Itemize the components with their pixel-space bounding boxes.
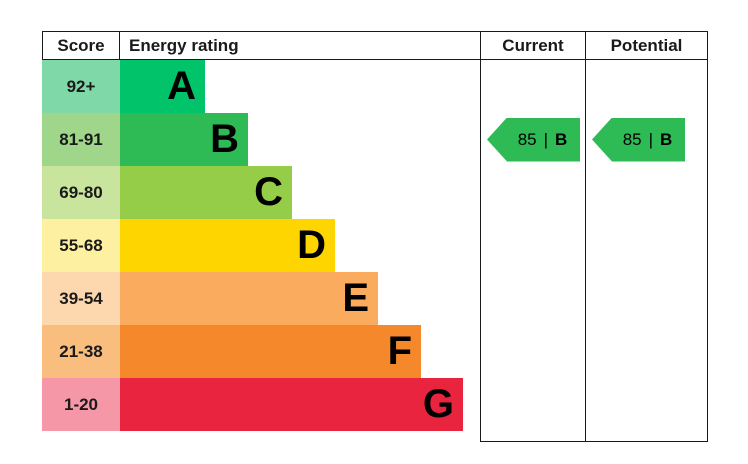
band-letter-e: E <box>342 276 369 320</box>
current-rating-arrow: 85 | B <box>487 117 580 162</box>
band-score-range: 1-20 <box>42 378 120 431</box>
potential-rating-band: B <box>660 129 673 149</box>
potential-rating-value: 85 <box>622 129 642 149</box>
band-row-d: 55-68 D <box>42 219 480 272</box>
current-rating-column: Current 85 | B <box>480 32 585 442</box>
band-bar-d: D <box>120 219 335 272</box>
band-letter-b: B <box>210 117 239 161</box>
energy-rating-column-header: Energy rating <box>129 36 239 55</box>
band-letter-d: D <box>297 223 326 267</box>
band-score-range: 55-68 <box>42 219 120 272</box>
current-rating-band: B <box>555 129 568 149</box>
band-row-g: 1-20 G <box>42 378 480 431</box>
band-row-e: 39-54 E <box>42 272 480 325</box>
band-bar-a: A <box>120 60 205 113</box>
current-arrow-divider: | <box>543 129 549 149</box>
potential-rating-arrow: 85 | B <box>592 117 685 162</box>
band-bar-b: B <box>120 113 248 166</box>
band-bar-f: F <box>120 325 421 378</box>
band-bar-g: G <box>120 378 463 431</box>
band-row-a: 92+ A <box>42 60 480 113</box>
band-bar-e: E <box>120 272 378 325</box>
band-score-range: 39-54 <box>42 272 120 325</box>
rating-bands: 92+ A 81-91 B 69-80 C 55-68 D 39-54 <box>42 60 480 431</box>
band-score-range: 69-80 <box>42 166 120 219</box>
current-column-header: Current <box>502 36 564 55</box>
epc-rating-chart: Score Energy rating 92+ A 81-91 B 69-80 … <box>42 31 708 442</box>
potential-rating-column: Potential 85 | B <box>585 32 708 442</box>
band-score-range: 92+ <box>42 60 120 113</box>
current-rating-value: 85 <box>517 129 537 149</box>
chart-header-row: Score Energy rating <box>42 32 708 60</box>
potential-column-header: Potential <box>610 36 683 55</box>
band-row-c: 69-80 C <box>42 166 480 219</box>
band-score-range: 21-38 <box>42 325 120 378</box>
band-row-b: 81-91 B <box>42 113 480 166</box>
band-letter-f: F <box>387 329 412 373</box>
band-row-f: 21-38 F <box>42 325 480 378</box>
band-bar-c: C <box>120 166 292 219</box>
band-letter-a: A <box>167 64 196 108</box>
score-column-header: Score <box>42 32 120 59</box>
band-letter-c: C <box>254 170 283 214</box>
band-score-range: 81-91 <box>42 113 120 166</box>
potential-arrow-divider: | <box>648 129 654 149</box>
band-letter-g: G <box>422 382 454 426</box>
